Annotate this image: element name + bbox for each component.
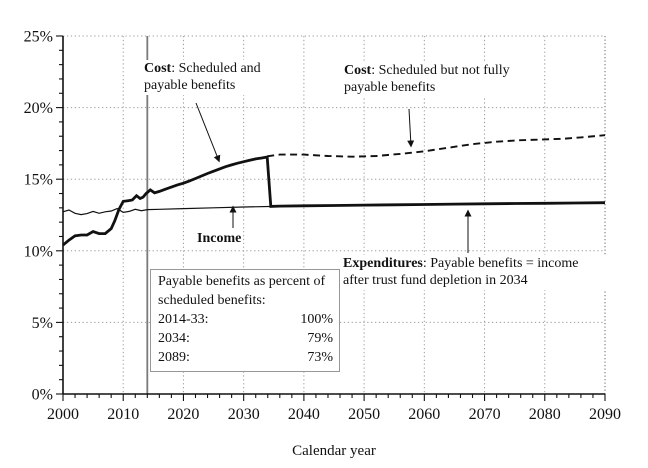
x-tick-label: 2030 [228,406,260,423]
y-tick-label: 25% [24,29,53,46]
cost-payable-label-rest: : Scheduled and payable benefits [144,61,261,94]
income-label: Income [197,230,242,248]
infobox-row: 2034: 79% [158,329,333,348]
cost-scheduled-label-rest: : Scheduled but not fully payable benefi… [344,63,510,96]
expenditures-label-bold: Expenditures [343,256,423,271]
infobox-heading: Payable benefits as percent of scheduled… [158,274,326,309]
cost-scheduled-label-bold: Cost [344,63,372,78]
cost-payable-label: Cost: Scheduled and payable benefits [144,60,290,95]
x-axis-title: Calendar year [292,443,376,459]
infobox-row-label: 2014-33: [158,312,209,328]
infobox-row-value: 100% [300,312,333,328]
x-tick-label: 2040 [288,406,320,423]
infobox-row-label: 2034: [158,331,190,347]
x-tick-label: 2070 [469,406,501,423]
x-tick-label: 2090 [589,406,621,423]
series-cost-scheduled-and-payable-benefits [62,155,606,247]
series-cost-scheduled-but-not-fully-payable [267,134,606,158]
infobox-row: 2089: 73% [158,348,333,367]
infobox-row-value: 73% [307,350,333,366]
x-tick-label: 2010 [107,406,139,423]
annotation-arrow [195,102,221,163]
infobox-row-label: 2089: [158,350,190,366]
y-tick-label: 15% [24,172,53,189]
expenditures-label: Expenditures: Payable benefits = income … [343,255,607,290]
payable-benefits-infobox: Payable benefits as percent of scheduled… [150,269,340,373]
x-tick-label: 2020 [167,406,199,423]
infobox-row: 2014-33: 100% [158,310,333,329]
x-tick-label: 2000 [47,406,79,423]
x-tick-label: 2080 [529,406,561,423]
annotation-arrow [407,108,415,148]
cost-payable-label-bold: Cost [144,61,172,76]
y-tick-label: 0% [32,387,53,404]
y-tick-label: 20% [24,100,53,117]
y-tick-label: 10% [24,243,53,260]
y-tick-label: 5% [32,315,53,332]
cost-scheduled-label: Cost: Scheduled but not fully payable be… [344,62,514,97]
expenditures-label-rest: : Payable benefits = income after trust … [343,256,579,289]
x-tick-label: 2050 [348,406,380,423]
x-tick-label: 2060 [408,406,440,423]
infobox-row-value: 79% [307,331,333,347]
